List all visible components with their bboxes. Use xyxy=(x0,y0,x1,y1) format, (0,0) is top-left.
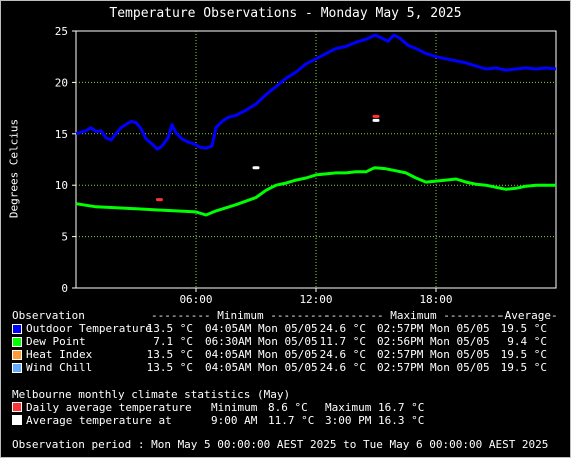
row-label: Dew Point xyxy=(26,335,86,348)
climate-time1: 9:00 AM xyxy=(211,414,258,427)
climate-marker xyxy=(372,118,380,122)
x-tick-label: 18:00 xyxy=(419,293,452,306)
climate-min-label: Minimum xyxy=(211,401,258,414)
climate-daily-label: Daily average temperature xyxy=(26,401,192,414)
series-line-dew-point xyxy=(75,166,556,217)
row-max: 24.6 °C xyxy=(319,348,366,361)
row-max-time: 02:56PM Mon 05/05 xyxy=(377,335,490,348)
row-min-time: 06:30AM Mon 05/05 xyxy=(205,335,318,348)
row-min-time: 04:05AM Mon 05/05 xyxy=(205,322,318,335)
chart-title: Temperature Observations - Monday May 5,… xyxy=(109,6,462,21)
y-tick-label: 0 xyxy=(61,282,68,295)
row-max: 11.7 °C xyxy=(319,335,366,348)
y-tick-label: 10 xyxy=(55,179,68,192)
climate-marker xyxy=(252,166,260,170)
climate-marker xyxy=(372,114,380,118)
row-label: Heat Index xyxy=(26,348,93,361)
climate-avg-swatch xyxy=(12,415,22,425)
row-min-time: 04:05AM Mon 05/05 xyxy=(205,348,318,361)
row-max-time: 02:57PM Mon 05/05 xyxy=(377,322,490,335)
legend-swatch xyxy=(12,363,22,373)
row-max: 24.6 °C xyxy=(319,361,366,374)
table-header-minimum: --------- Minimum --------- xyxy=(151,309,330,322)
row-max: 24.6 °C xyxy=(319,322,366,335)
row-min: 13.5 °C xyxy=(146,348,193,361)
row-min: 13.5 °C xyxy=(146,322,193,335)
tick-group: 0 5 10 15 20 25 06:00 12:00 18:00 xyxy=(55,25,453,306)
row-avg: 19.5 °C xyxy=(500,361,547,374)
row-min-time: 04:05AM Mon 05/05 xyxy=(205,361,318,374)
climate-heading: Melbourne monthly climate statistics (Ma… xyxy=(12,388,291,401)
legend-swatch xyxy=(12,337,22,347)
row-avg: 9.4 °C xyxy=(507,335,547,348)
climate-daily-swatch xyxy=(12,402,22,412)
climate-time2: 3:00 PM xyxy=(325,414,372,427)
y-tick-label: 15 xyxy=(55,128,68,141)
table-header-observation: Observation xyxy=(12,309,85,322)
y-tick-label: 20 xyxy=(55,76,68,89)
x-tick-label: 06:00 xyxy=(179,293,212,306)
x-tick-label: 12:00 xyxy=(299,293,332,306)
climate-marker xyxy=(155,198,163,202)
table-header-maximum: --------- Maximum --------- xyxy=(324,309,503,322)
y-tick-label: 5 xyxy=(61,231,68,244)
row-max-time: 02:57PM Mon 05/05 xyxy=(377,348,490,361)
climate-value2: 16.3 °C xyxy=(378,414,425,427)
row-label: Wind Chill xyxy=(26,361,93,374)
row-min: 7.1 °C xyxy=(153,335,193,348)
series-line-outdoor-temperature xyxy=(75,33,557,151)
y-tick-label: 25 xyxy=(55,25,68,38)
legend-swatch xyxy=(12,350,22,360)
climate-max-label: Maximum xyxy=(325,401,372,414)
row-avg: 19.5 °C xyxy=(500,322,547,335)
climate-avg-label: Average temperature at xyxy=(26,414,172,427)
marker-group xyxy=(155,114,380,202)
observation-period: Observation period : Mon May 5 00:00:00 … xyxy=(12,438,549,451)
climate-value1: 11.7 °C xyxy=(268,414,315,427)
row-avg: 19.5 °C xyxy=(500,348,547,361)
series-group xyxy=(75,33,557,217)
climate-min-value: 8.6 °C xyxy=(268,401,308,414)
legend-swatch xyxy=(12,324,22,334)
row-min: 13.5 °C xyxy=(146,361,193,374)
row-label: Outdoor Temperature xyxy=(26,322,152,335)
table-header-average: -Average- xyxy=(498,309,558,322)
row-max-time: 02:57PM Mon 05/05 xyxy=(377,361,490,374)
climate-max-value: 16.7 °C xyxy=(378,401,425,414)
